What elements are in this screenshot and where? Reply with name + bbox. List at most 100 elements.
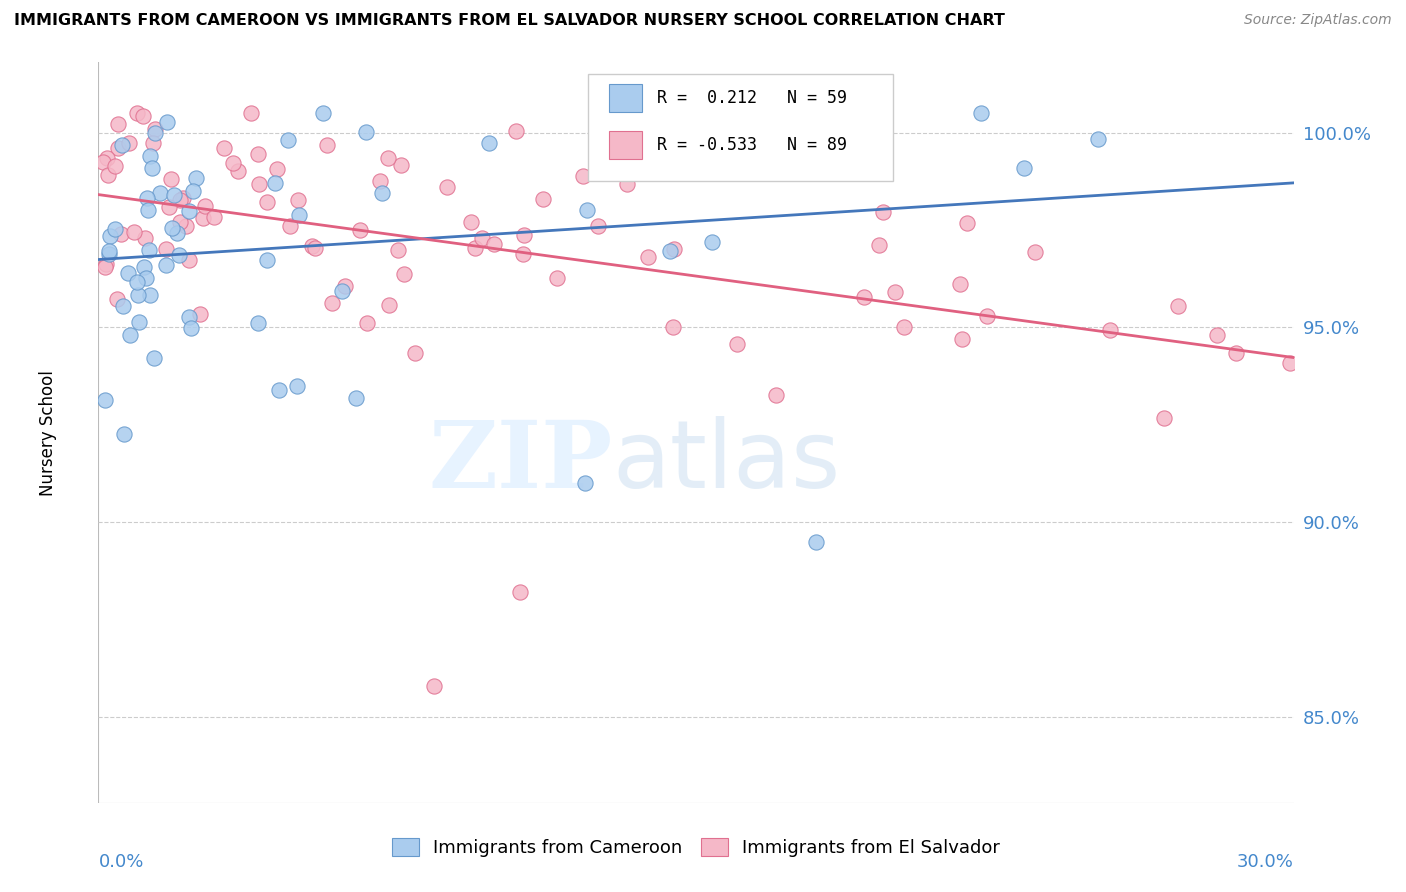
Point [167, 248, 190, 262]
Point [658, 244, 681, 258]
Point [575, 202, 598, 217]
Point [377, 151, 399, 165]
Point [169, 193, 191, 207]
Point [136, 202, 159, 217]
Point [478, 136, 501, 150]
Point [264, 177, 287, 191]
Point [436, 180, 458, 194]
Point [356, 125, 378, 139]
Point [139, 288, 162, 302]
Point [513, 227, 536, 242]
Point [163, 188, 186, 202]
Point [172, 191, 194, 205]
Point [482, 237, 505, 252]
Point [174, 219, 197, 233]
Point [546, 270, 568, 285]
Point [330, 284, 353, 298]
Point [285, 379, 308, 393]
Point [155, 242, 177, 256]
FancyBboxPatch shape [589, 73, 893, 181]
Point [312, 106, 335, 120]
Point [214, 141, 236, 155]
Point [1206, 327, 1229, 342]
Point [97, 244, 120, 258]
Point [96, 151, 118, 165]
Point [370, 186, 392, 201]
Point [956, 216, 979, 230]
Point [804, 534, 827, 549]
Point [104, 222, 127, 236]
Text: R = -0.533   N = 89: R = -0.533 N = 89 [657, 136, 846, 154]
Point [574, 476, 596, 491]
Point [356, 317, 378, 331]
Point [104, 159, 127, 173]
Point [1153, 411, 1175, 425]
Point [247, 316, 270, 330]
Point [222, 155, 245, 169]
Point [127, 275, 149, 289]
Point [349, 222, 371, 236]
Point [893, 320, 915, 334]
Point [637, 250, 659, 264]
Point [134, 260, 156, 274]
Legend: Immigrants from Cameroon, Immigrants from El Salvador: Immigrants from Cameroon, Immigrants fro… [385, 830, 1007, 864]
Point [392, 267, 415, 281]
Point [247, 178, 270, 192]
Point [949, 277, 972, 292]
Point [512, 247, 534, 261]
Text: atlas: atlas [613, 417, 841, 508]
Point [976, 310, 998, 324]
Point [132, 109, 155, 123]
Point [841, 128, 863, 143]
Point [269, 384, 291, 398]
Point [118, 136, 141, 151]
Point [1225, 345, 1247, 359]
Point [1167, 299, 1189, 313]
Point [112, 427, 135, 442]
Point [883, 285, 905, 299]
Point [868, 238, 890, 252]
Point [301, 239, 323, 253]
Point [127, 288, 149, 302]
Point [278, 219, 301, 234]
Point [202, 210, 225, 224]
Point [91, 155, 114, 169]
Point [179, 253, 201, 268]
Point [766, 116, 789, 130]
Point [277, 133, 299, 147]
Point [143, 121, 166, 136]
Point [98, 228, 121, 243]
FancyBboxPatch shape [609, 131, 643, 159]
Point [118, 328, 141, 343]
Point [97, 168, 120, 182]
Point [765, 387, 787, 401]
Point [662, 319, 685, 334]
Point [853, 290, 876, 304]
Point [378, 298, 401, 312]
Point [321, 296, 343, 310]
Point [111, 138, 134, 153]
Point [188, 307, 211, 321]
Point [184, 171, 207, 186]
Point [572, 169, 595, 183]
Point [509, 585, 531, 599]
Point [702, 235, 724, 249]
Point [142, 351, 165, 365]
Point [531, 192, 554, 206]
Point [194, 199, 217, 213]
Point [107, 117, 129, 131]
Point [141, 161, 163, 175]
Point [226, 163, 249, 178]
Point [157, 200, 180, 214]
Point [405, 346, 427, 360]
Point [588, 219, 610, 234]
Point [387, 244, 409, 258]
Point [149, 186, 172, 200]
Point [471, 231, 494, 245]
Point [181, 184, 204, 198]
Point [98, 247, 121, 261]
Text: Source: ZipAtlas.com: Source: ZipAtlas.com [1244, 13, 1392, 28]
Point [136, 191, 159, 205]
Point [368, 174, 391, 188]
Point [335, 279, 357, 293]
